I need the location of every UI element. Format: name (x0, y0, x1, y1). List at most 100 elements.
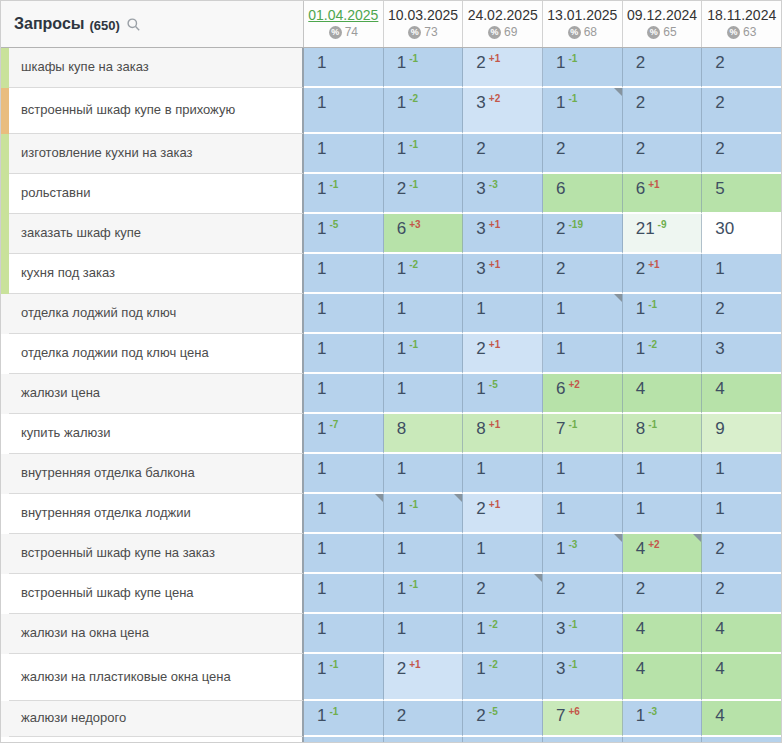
position-cell[interactable]: 1-5 (463, 374, 543, 414)
position-cell[interactable]: 1 (304, 614, 384, 654)
position-cell[interactable]: 1 (543, 454, 623, 494)
date-column-header-2[interactable]: 10.03.2025%73 (384, 1, 464, 47)
position-cell[interactable]: 1-1 (543, 88, 623, 134)
position-cell[interactable]: 1-7 (304, 414, 384, 454)
keyword-label[interactable]: жалюзи недорого (9, 701, 304, 737)
date-label[interactable]: 13.01.2025 (547, 7, 617, 23)
date-label[interactable]: 10.03.2025 (388, 7, 458, 23)
position-cell[interactable]: 7-1 (543, 414, 623, 454)
position-cell[interactable]: 1 (384, 534, 464, 574)
position-cell[interactable]: 4 (702, 654, 781, 701)
position-cell[interactable]: 1-3 (623, 701, 703, 737)
position-cell[interactable]: 3+1 (463, 254, 543, 294)
position-cell[interactable]: 1-1 (623, 294, 703, 334)
position-cell[interactable]: 1-1 (304, 654, 384, 701)
keyword-label[interactable]: отделка лоджии под ключ цена (9, 334, 304, 374)
position-cell[interactable]: 6+1 (623, 174, 703, 214)
position-cell[interactable]: 2 (623, 48, 703, 88)
position-cell[interactable]: 1 (304, 88, 384, 134)
position-cell[interactable]: 2 (702, 574, 781, 614)
position-cell[interactable]: 1 (304, 134, 384, 174)
position-cell[interactable]: 1 (304, 494, 384, 534)
position-cell[interactable]: 1 (384, 614, 464, 654)
position-cell[interactable]: 2+1 (384, 654, 464, 701)
position-cell[interactable]: 1-1 (384, 334, 464, 374)
position-cell[interactable]: 2 (623, 88, 703, 134)
keyword-label[interactable]: внутренняя отделка лоджии (9, 494, 304, 534)
position-cell[interactable]: 1-1 (384, 134, 464, 174)
position-cell[interactable]: 3+2 (463, 88, 543, 134)
position-cell[interactable]: 1 (702, 494, 781, 534)
position-cell[interactable]: 1 (543, 494, 623, 534)
position-cell[interactable]: 6 (543, 174, 623, 214)
position-cell[interactable]: 4+2 (623, 534, 703, 574)
position-cell[interactable]: 2 (702, 534, 781, 574)
position-cell[interactable]: 3-1 (543, 654, 623, 701)
position-cell[interactable]: 2 (384, 701, 464, 737)
position-cell[interactable]: 1 (463, 534, 543, 574)
position-cell[interactable]: 2 (702, 48, 781, 88)
keyword-label[interactable]: купить жалюзи (9, 414, 304, 454)
position-cell[interactable]: 1-1 (384, 48, 464, 88)
position-cell[interactable]: 2-5 (463, 701, 543, 737)
date-label[interactable]: 18.11.2024 (707, 7, 776, 23)
position-cell[interactable]: 1 (304, 334, 384, 374)
position-cell[interactable]: 1 (463, 454, 543, 494)
position-cell[interactable]: 1-1 (543, 48, 623, 88)
position-cell[interactable]: 1 (623, 494, 703, 534)
position-cell[interactable]: 1-2 (384, 88, 464, 134)
position-cell[interactable]: 1 (304, 534, 384, 574)
position-cell[interactable]: 1-1 (304, 701, 384, 737)
position-cell[interactable]: 30 (702, 214, 781, 254)
position-cell[interactable]: 1 (304, 454, 384, 494)
position-cell[interactable]: 1-1 (304, 174, 384, 214)
keyword-label[interactable]: рольставни (9, 174, 304, 214)
position-cell[interactable]: 6+3 (384, 214, 464, 254)
position-cell[interactable]: 1 (543, 334, 623, 374)
position-cell[interactable]: 1-2 (463, 654, 543, 701)
position-cell[interactable]: 1 (702, 454, 781, 494)
position-cell[interactable]: 1 (304, 374, 384, 414)
position-cell[interactable]: 2 (543, 134, 623, 174)
position-cell[interactable]: 2 (463, 134, 543, 174)
position-cell[interactable]: 3-1 (543, 614, 623, 654)
date-label[interactable]: 09.12.2024 (627, 7, 697, 23)
keyword-label[interactable]: изготовление кухни на заказ (9, 134, 304, 174)
date-label[interactable]: 24.02.2025 (468, 7, 538, 23)
position-cell[interactable]: 1 (384, 294, 464, 334)
position-cell[interactable]: 2 (463, 574, 543, 614)
keyword-label[interactable]: заказать шкаф купе (9, 214, 304, 254)
keyword-label[interactable]: кухня под заказ (9, 254, 304, 294)
date-column-header-1[interactable]: 01.04.2025%74 (304, 1, 384, 47)
position-cell[interactable]: 4 (623, 614, 703, 654)
keyword-label[interactable]: встроенный шкаф купе в прихожую (9, 88, 304, 134)
keyword-label[interactable]: внутренняя отделка балкона (9, 454, 304, 494)
position-cell[interactable]: 1 (304, 48, 384, 88)
position-cell[interactable]: 2 (702, 88, 781, 134)
position-cell[interactable]: 1 (463, 294, 543, 334)
position-cell[interactable]: 7+6 (543, 701, 623, 737)
position-cell[interactable]: 3+1 (463, 214, 543, 254)
position-cell[interactable]: 1 (543, 294, 623, 334)
position-cell[interactable]: 5 (702, 174, 781, 214)
position-cell[interactable]: 2-19 (543, 214, 623, 254)
keyword-label[interactable]: встроенный шкаф купе цена (9, 574, 304, 614)
position-cell[interactable]: 2 (543, 254, 623, 294)
position-cell[interactable]: 2 (623, 574, 703, 614)
position-cell[interactable]: 2 (543, 574, 623, 614)
position-cell[interactable]: 1 (304, 294, 384, 334)
position-cell[interactable]: 8 (384, 414, 464, 454)
position-cell[interactable]: 1-2 (384, 254, 464, 294)
keyword-label[interactable]: жалюзи цена (9, 374, 304, 414)
position-cell[interactable]: 2 (702, 294, 781, 334)
position-cell[interactable]: 1-3 (543, 534, 623, 574)
position-cell[interactable]: 1 (384, 374, 464, 414)
position-cell[interactable]: 1 (304, 254, 384, 294)
position-cell[interactable]: 2 (623, 134, 703, 174)
position-cell[interactable]: 1-1 (384, 494, 464, 534)
search-icon[interactable] (126, 17, 141, 32)
position-cell[interactable]: 8+1 (463, 414, 543, 454)
position-cell[interactable]: 9 (702, 414, 781, 454)
position-cell[interactable]: 4 (623, 654, 703, 701)
keyword-label[interactable]: жалюзи на пластиковые окна цена (9, 654, 304, 701)
